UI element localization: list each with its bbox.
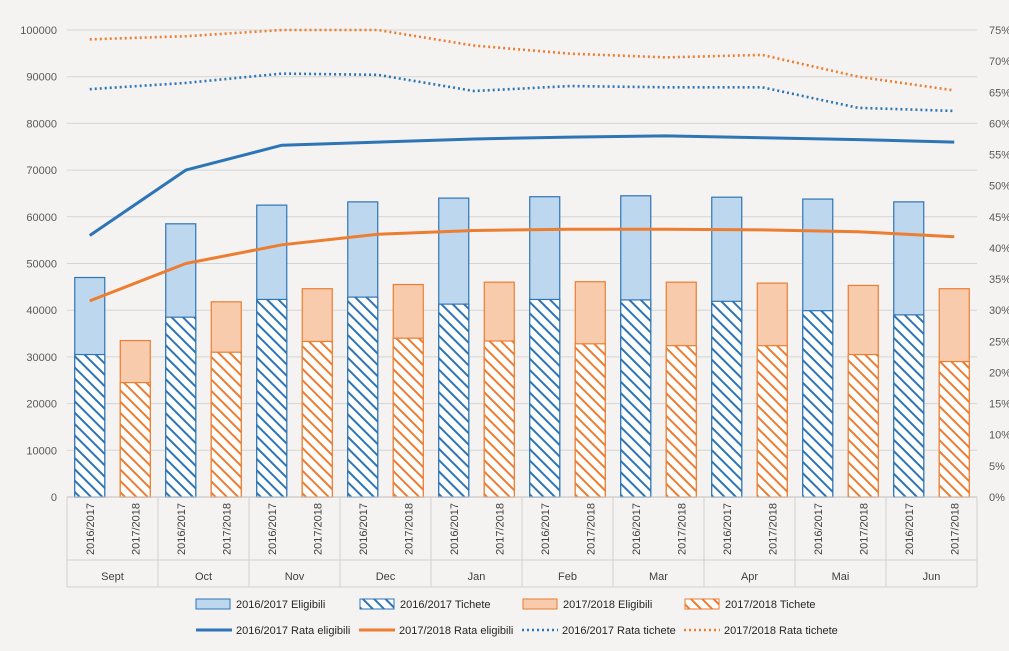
bar-tichete (620, 299, 652, 498)
x-month-label: Jan (468, 571, 486, 583)
x-year-label: 2016/2017 (85, 503, 97, 555)
bar-tichete (256, 298, 288, 498)
x-year-label: 2017/2018 (221, 503, 233, 555)
y2-tick-label: 50% (989, 181, 1009, 193)
x-year-label: 2016/2017 (449, 503, 461, 555)
x-month-label: Feb (558, 571, 577, 583)
legend-swatch (522, 598, 558, 610)
x-year-label: 2017/2018 (585, 503, 597, 555)
x-year-label: 2016/2017 (813, 503, 825, 555)
bar-tichete (847, 353, 879, 498)
legend-label: 2016/2017 Tichete (400, 599, 491, 611)
bar-tichete (119, 381, 151, 498)
x-year-label: 2017/2018 (403, 503, 415, 555)
x-month-label: Dec (376, 571, 396, 583)
x-year-label: 2016/2017 (267, 503, 279, 555)
x-year-label: 2017/2018 (130, 503, 142, 555)
legend-label: 2017/2018 Rata tichete (724, 625, 838, 637)
bar-tichete (392, 337, 424, 498)
rate-eligibili-line (88, 134, 955, 237)
x-year-label: 2017/2018 (676, 503, 688, 555)
bar-tichete (665, 345, 697, 498)
legend-label: 2016/2017 Eligibili (236, 599, 325, 611)
bar-tichete (756, 345, 788, 498)
bar-tichete (802, 310, 834, 498)
legend-swatch (195, 598, 231, 610)
y2-tick-label: 55% (989, 150, 1009, 162)
bar-tichete (438, 303, 470, 498)
y-tick-label: 90000 (26, 72, 57, 84)
y-tick-label: 20000 (26, 399, 57, 411)
bar-tichete (574, 343, 606, 498)
bar-tichete (893, 314, 925, 498)
y2-tick-label: 20% (989, 367, 1009, 379)
y2-tick-label: 0% (989, 492, 1005, 504)
legend-swatch (359, 598, 395, 610)
bar-tichete (483, 340, 515, 498)
y-tick-label: 10000 (26, 445, 57, 457)
rate-eligibili-line (89, 227, 955, 303)
x-year-label: 2016/2017 (540, 503, 552, 555)
x-year-label: 2017/2018 (767, 503, 779, 555)
y2-tick-label: 30% (989, 305, 1009, 317)
y2-tick-label: 15% (989, 399, 1009, 411)
y2-tick-label: 5% (989, 461, 1005, 473)
legend-label: 2016/2017 Rata eligibili (236, 625, 350, 637)
bar-tichete (711, 300, 743, 498)
x-year-label: 2016/2017 (358, 503, 370, 555)
bar-tichete (165, 316, 197, 498)
y-tick-label: 70000 (26, 165, 57, 177)
legend-label: 2016/2017 Rata tichete (562, 625, 676, 637)
y2-tick-label: 45% (989, 212, 1009, 224)
x-month-label: Oct (195, 571, 212, 583)
x-month-label: Apr (741, 571, 758, 583)
y-tick-label: 50000 (26, 259, 57, 271)
y-tick-label: 60000 (26, 212, 57, 224)
y-tick-label: 100000 (20, 25, 57, 37)
y2-tick-label: 10% (989, 430, 1009, 442)
y-tick-label: 30000 (26, 352, 57, 364)
y2-tick-label: 60% (989, 118, 1009, 130)
x-month-label: Nov (285, 571, 305, 583)
legend-swatch (684, 598, 720, 610)
y2-tick-label: 40% (989, 243, 1009, 255)
x-month-label: Mai (832, 571, 850, 583)
y-tick-label: 40000 (26, 305, 57, 317)
legend-label: 2017/2018 Tichete (725, 599, 816, 611)
x-year-label: 2017/2018 (494, 503, 506, 555)
x-year-label: 2016/2017 (631, 503, 643, 555)
y2-tick-label: 70% (989, 56, 1009, 68)
bar-tichete (938, 360, 970, 498)
bar-tichete (301, 340, 333, 498)
y-tick-label: 80000 (26, 118, 57, 130)
y2-tick-label: 25% (989, 336, 1009, 348)
legend-label: 2017/2018 Eligibili (563, 599, 652, 611)
y-tick-label: 0 (51, 492, 57, 504)
x-month-label: Jun (923, 571, 941, 583)
bar-tichete (74, 353, 106, 498)
x-month-label: Sept (101, 571, 124, 583)
y2-tick-label: 35% (989, 274, 1009, 286)
x-year-label: 2016/2017 (176, 503, 188, 555)
y2-tick-label: 75% (989, 25, 1009, 37)
y2-tick-label: 65% (989, 87, 1009, 99)
x-year-label: 2016/2017 (722, 503, 734, 555)
bar-tichete (210, 351, 242, 498)
bar-tichete (347, 296, 379, 498)
legend-label: 2017/2018 Rata eligibili (399, 625, 513, 637)
x-year-label: 2017/2018 (858, 503, 870, 555)
bar-tichete (529, 298, 561, 498)
x-year-label: 2016/2017 (904, 503, 916, 555)
x-year-label: 2017/2018 (312, 503, 324, 555)
x-year-label: 2017/2018 (949, 503, 961, 555)
x-month-label: Mar (649, 571, 668, 583)
